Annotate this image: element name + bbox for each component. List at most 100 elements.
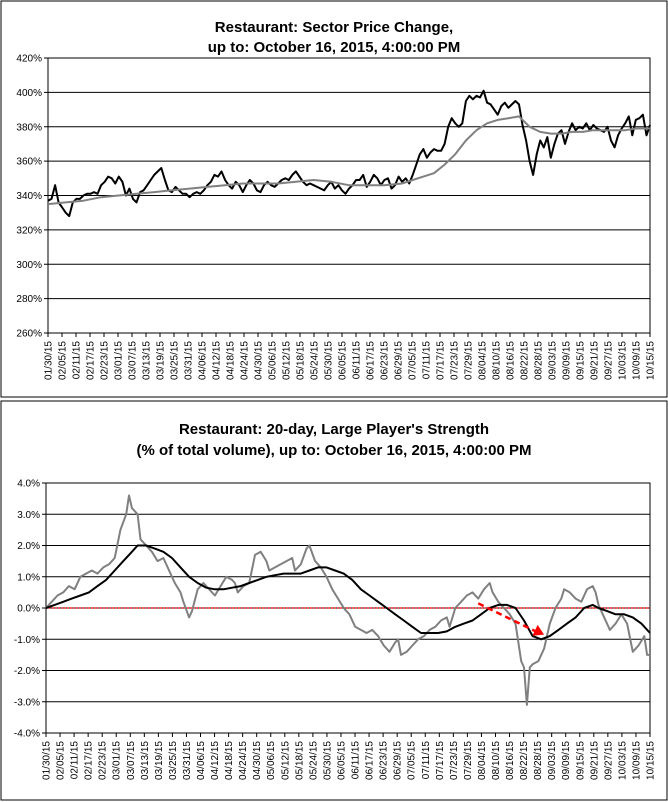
top-y-tick-label: 400% bbox=[16, 88, 42, 99]
top-x-tick-label: 05/12/15 bbox=[282, 341, 293, 380]
top-x-tick-label: 09/15/15 bbox=[576, 341, 587, 380]
bottom-x-tick-label: 05/18/15 bbox=[294, 741, 305, 780]
top-x-tick-label: 09/09/15 bbox=[562, 341, 573, 380]
top-x-tick-label: 08/28/15 bbox=[534, 341, 545, 380]
top-series-line-1 bbox=[47, 115, 650, 206]
bottom-x-tick-label: 08/22/15 bbox=[519, 741, 530, 780]
bottom-x-tick-label: 04/12/15 bbox=[210, 741, 221, 780]
bottom-x-tick-label: 09/03/15 bbox=[547, 741, 558, 780]
top-x-tick-label: 08/16/15 bbox=[506, 341, 517, 380]
top-x-tick-label: 03/01/15 bbox=[114, 341, 125, 380]
bottom-x-tick-label: 08/16/15 bbox=[505, 741, 516, 780]
bottom-x-tick-label: 02/11/15 bbox=[70, 741, 81, 780]
bottom-x-tick-label: 03/13/15 bbox=[140, 741, 151, 780]
bottom-y-tick-label: 1.0% bbox=[17, 572, 40, 583]
bottom-x-tick-label: 01/30/15 bbox=[42, 741, 53, 780]
bottom-x-tick-label: 03/31/15 bbox=[182, 741, 193, 780]
bottom-x-tick-label: 03/01/15 bbox=[112, 741, 123, 780]
top-chart-subtitle: up to: October 16, 2015, 4:00:00 PM bbox=[208, 39, 461, 56]
bottom-y-tick-label: 4.0% bbox=[17, 479, 40, 490]
bottom-x-tick-label: 10/15/15 bbox=[646, 741, 657, 780]
top-x-tick-label: 06/17/15 bbox=[366, 341, 377, 380]
top-x-tick-label: 09/27/15 bbox=[604, 341, 615, 380]
bottom-x-tick-label: 03/19/15 bbox=[154, 741, 165, 780]
bottom-y-tick-label: 3.0% bbox=[17, 510, 40, 521]
bottom-series-line-0 bbox=[45, 494, 650, 706]
bottom-x-tick-label: 05/30/15 bbox=[322, 741, 333, 780]
top-plot-area: 260% 280% 300% 320% 340% 360% 380% 400% 420% 01/3… bbox=[16, 54, 656, 380]
bottom-x-tick-label: 05/12/15 bbox=[280, 741, 291, 780]
top-y-tick-label: 380% bbox=[16, 122, 42, 133]
bottom-x-tick-label: 07/11/15 bbox=[421, 741, 432, 780]
bottom-x-tick-label: 07/29/15 bbox=[463, 741, 474, 780]
top-chart-title: Restaurant: Sector Price Change, bbox=[215, 19, 453, 36]
bottom-x-tick-label: 05/06/15 bbox=[266, 741, 277, 780]
bottom-x-tick-label: 06/29/15 bbox=[393, 741, 404, 780]
bottom-x-tick-label: 02/05/15 bbox=[56, 741, 67, 780]
bottom-x-tick-label: 04/18/15 bbox=[224, 741, 235, 780]
top-x-tick-label: 03/25/15 bbox=[170, 341, 181, 380]
top-x-tick-label: 02/23/15 bbox=[100, 341, 111, 380]
top-x-tick-label: 05/24/15 bbox=[310, 341, 321, 380]
top-x-tick-label: 04/06/15 bbox=[198, 341, 209, 380]
bottom-x-tick-label: 10/09/15 bbox=[631, 741, 642, 780]
bottom-y-tick-label: -1.0% bbox=[14, 635, 40, 646]
top-y-tick-label: 260% bbox=[16, 329, 42, 340]
top-x-tick-label: 10/09/15 bbox=[632, 341, 643, 380]
bottom-x-tick-label: 08/04/15 bbox=[477, 741, 488, 780]
bottom-x-tick-label: 08/28/15 bbox=[533, 741, 544, 780]
bottom-y-tick-label: -2.0% bbox=[14, 666, 40, 677]
top-y-tick-label: 340% bbox=[16, 191, 42, 202]
top-x-tick-label: 06/11/15 bbox=[352, 341, 363, 380]
top-x-tick-label: 03/13/15 bbox=[142, 341, 153, 380]
top-x-tick-label: 03/31/15 bbox=[184, 341, 195, 380]
bottom-x-tick-label: 06/05/15 bbox=[336, 741, 347, 780]
bottom-x-tick-label: 02/17/15 bbox=[84, 741, 95, 780]
top-x-tick-label: 02/17/15 bbox=[86, 341, 97, 380]
top-x-tick-label: 03/07/15 bbox=[128, 341, 139, 380]
top-x-tick-label: 07/05/15 bbox=[408, 341, 419, 380]
top-y-tick-label: 300% bbox=[16, 260, 42, 271]
bottom-y-tick-label: 2.0% bbox=[17, 541, 40, 552]
bottom-y-tick-label: 0.0% bbox=[17, 604, 40, 615]
bottom-chart-title: Restaurant: 20-day, Large Player's Stren… bbox=[179, 421, 489, 438]
top-x-tick-label: 04/30/15 bbox=[254, 341, 265, 380]
top-x-tick-label: 10/15/15 bbox=[646, 341, 657, 380]
top-y-tick-label: 360% bbox=[16, 157, 42, 168]
bottom-trend-arrow-shaft bbox=[477, 602, 539, 634]
top-x-tick-label: 02/05/15 bbox=[58, 341, 69, 380]
bottom-x-tick-label: 09/21/15 bbox=[589, 741, 600, 780]
top-series-line-0 bbox=[47, 89, 651, 218]
bottom-x-tick-label: 03/07/15 bbox=[126, 741, 137, 780]
bottom-x-tick-label: 06/11/15 bbox=[351, 741, 362, 780]
top-x-tick-label: 03/19/15 bbox=[156, 341, 167, 380]
top-x-tick-label: 10/03/15 bbox=[618, 341, 629, 380]
top-x-tick-label: 02/11/15 bbox=[72, 341, 83, 380]
top-y-tick-label: 420% bbox=[16, 54, 42, 65]
bottom-x-tick-label: 04/30/15 bbox=[252, 741, 263, 780]
bottom-x-tick-label: 03/25/15 bbox=[168, 741, 179, 780]
top-x-tick-label: 05/18/15 bbox=[296, 341, 307, 380]
bottom-x-tick-label: 04/24/15 bbox=[238, 741, 249, 780]
bottom-x-tick-label: 06/17/15 bbox=[365, 741, 376, 780]
top-x-tick-label: 06/23/15 bbox=[380, 341, 391, 380]
top-y-tick-label: 320% bbox=[16, 225, 42, 236]
bottom-plot-area: -4.0% -3.0% -2.0% -1.0% 0.0% 1.0% 2.0% 3.0% 4.0%… bbox=[14, 479, 657, 780]
bottom-x-tick-label: 02/23/15 bbox=[98, 741, 109, 780]
bottom-x-tick-label: 05/24/15 bbox=[308, 741, 319, 780]
top-x-tick-label: 08/10/15 bbox=[492, 341, 503, 380]
top-x-tick-label: 08/04/15 bbox=[478, 341, 489, 380]
bottom-x-tick-label: 07/17/15 bbox=[435, 741, 446, 780]
top-x-tick-label: 05/30/15 bbox=[324, 341, 335, 380]
bottom-x-tick-label: 10/03/15 bbox=[617, 741, 628, 780]
top-x-tick-label: 09/21/15 bbox=[590, 341, 601, 380]
bottom-trend-arrow-head bbox=[532, 624, 545, 636]
top-x-tick-label: 07/11/15 bbox=[422, 341, 433, 380]
top-x-tick-label: 08/22/15 bbox=[520, 341, 531, 380]
top-x-tick-label: 07/17/15 bbox=[436, 341, 447, 380]
bottom-y-tick-label: -4.0% bbox=[14, 729, 40, 740]
top-y-tick-label: 280% bbox=[16, 294, 42, 305]
bottom-x-tick-label: 07/23/15 bbox=[449, 741, 460, 780]
bottom-chart-subtitle: (% of total volume), up to: October 16, … bbox=[136, 442, 531, 459]
